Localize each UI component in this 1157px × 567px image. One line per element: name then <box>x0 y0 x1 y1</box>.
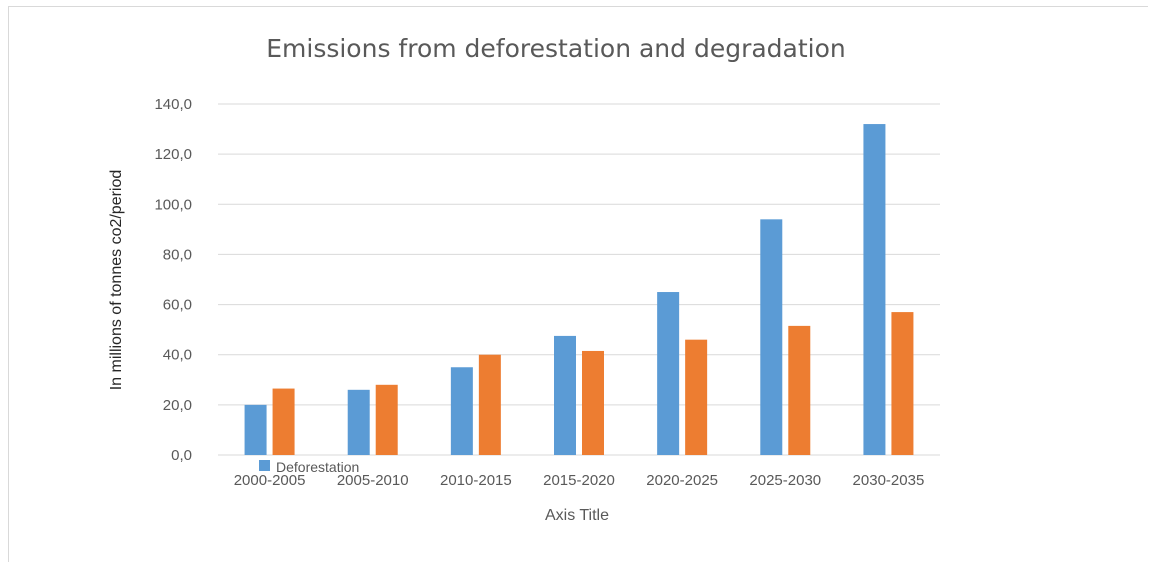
x-tick-label: 2010-2015 <box>440 472 512 489</box>
x-tick-label: 2005-2010 <box>337 472 409 489</box>
bar-series-2 <box>375 384 398 455</box>
gridlines <box>218 103 940 456</box>
x-tick-label: 2015-2020 <box>543 472 615 489</box>
y-tick-label: 40,0 <box>163 347 192 364</box>
bar-series-2 <box>685 339 708 455</box>
x-axis-title: Axis Title <box>545 507 609 524</box>
x-tick-label: 2025-2030 <box>749 472 821 489</box>
legend-swatch-deforestation <box>259 460 270 471</box>
y-tick-label: 120,0 <box>154 146 192 163</box>
bar-series-1 <box>554 335 576 455</box>
bar-series-1 <box>863 124 886 456</box>
y-axis-ticks: 0,0 20,0 40,0 60,0 80,0 100,0 120,0 140,0 <box>154 96 192 464</box>
y-tick-label: 20,0 <box>163 397 192 414</box>
y-tick-label: 140,0 <box>154 96 192 113</box>
bar-series-2 <box>788 325 811 455</box>
x-axis-ticks: 2000-2005 2005-2010 2010-2015 2015-2020 2020… <box>234 472 925 489</box>
bars <box>244 124 914 456</box>
chart-frame <box>8 6 1148 562</box>
bar-series-1 <box>760 219 783 455</box>
bar-series-2 <box>891 312 914 455</box>
bar-series-2 <box>272 388 295 455</box>
y-tick-label: 60,0 <box>163 297 192 314</box>
x-tick-label: 2000-2005 <box>234 472 306 489</box>
bar-series-2 <box>582 350 604 455</box>
x-tick-label: 2020-2025 <box>646 472 718 489</box>
legend: Deforestation <box>259 459 359 475</box>
bar-series-1 <box>244 404 267 455</box>
bar-series-1 <box>657 292 680 455</box>
bar-series-1 <box>450 367 473 455</box>
y-tick-label: 100,0 <box>154 196 192 213</box>
bar-series-2 <box>478 354 501 455</box>
chart-title: Emissions from deforestation and degrada… <box>266 34 846 63</box>
y-tick-label: 0,0 <box>171 447 192 464</box>
x-tick-label: 2030-2035 <box>853 472 925 489</box>
legend-label-deforestation: Deforestation <box>276 459 359 475</box>
y-tick-label: 80,0 <box>163 246 192 263</box>
y-axis-title: In millions of tonnes co2/period <box>108 170 125 391</box>
bar-series-1 <box>347 389 370 455</box>
